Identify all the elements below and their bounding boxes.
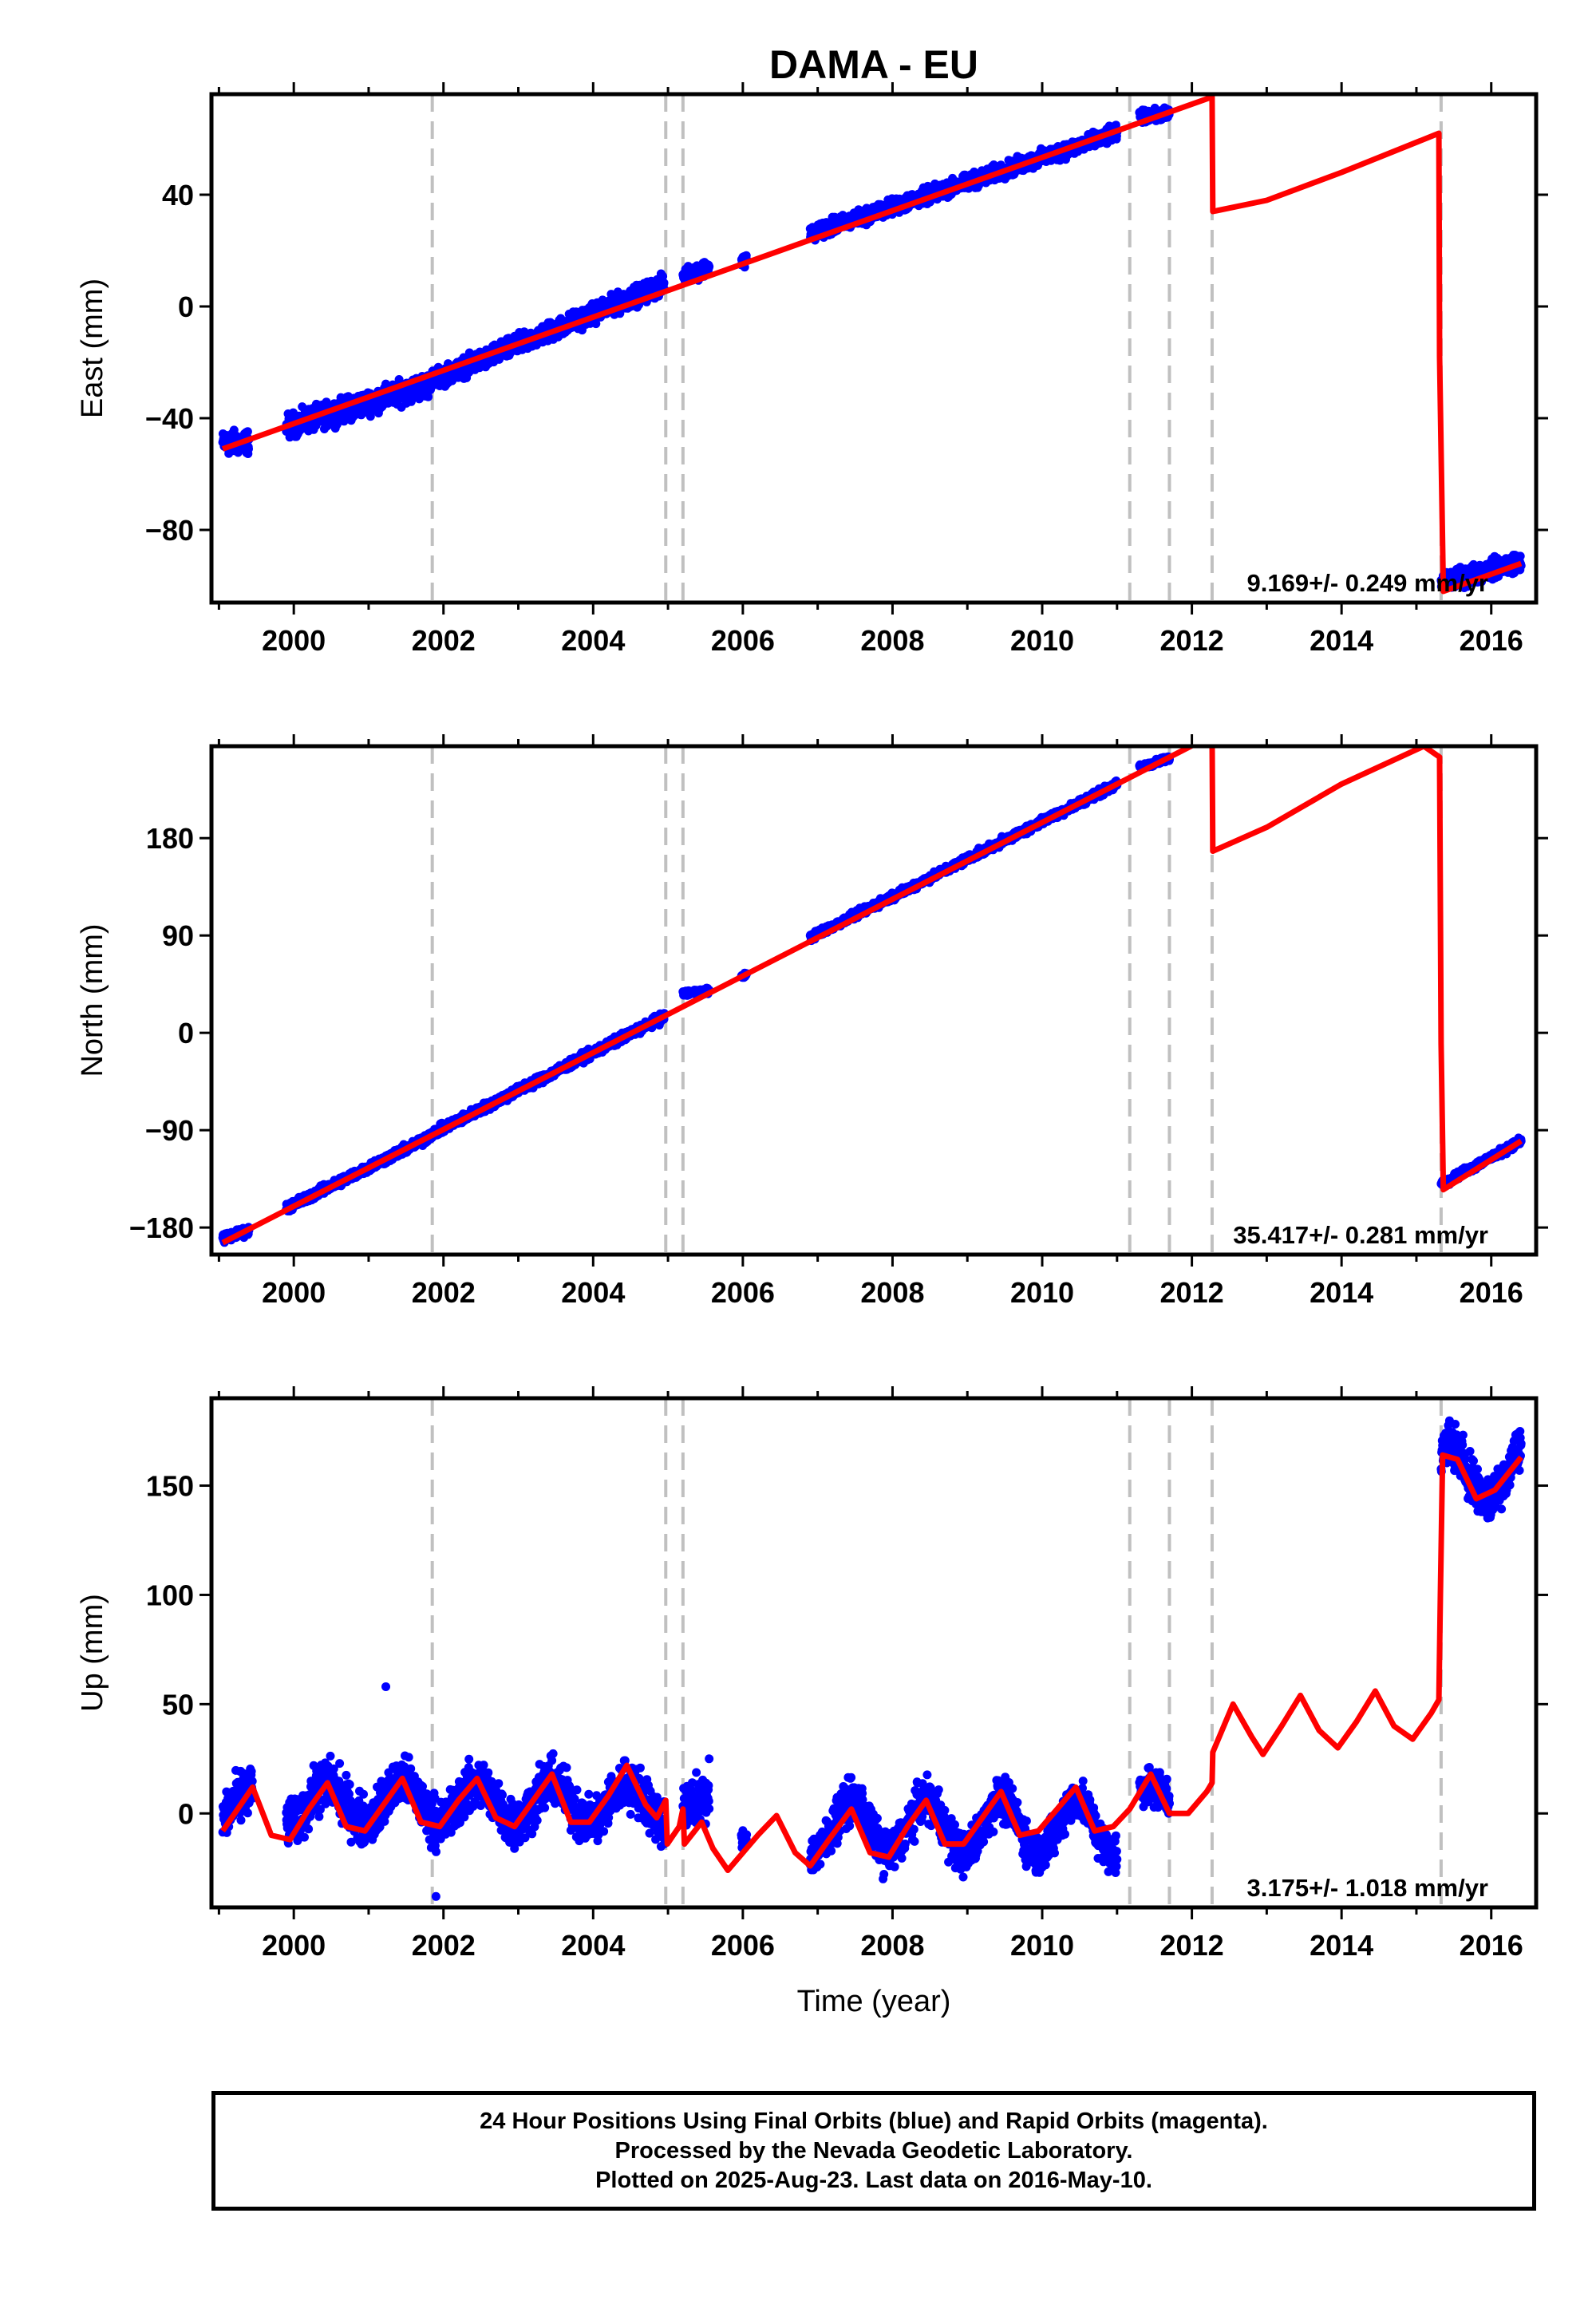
x-tick-label: 2004	[561, 624, 625, 657]
data-point	[658, 271, 668, 281]
data-point	[1515, 551, 1525, 561]
panel-1: 2000 2002 2004 2006 2008 2010 2012 2014 2016 40 0 −…	[76, 82, 1548, 657]
x-tick-label: 2008	[860, 624, 924, 657]
data-point	[424, 392, 433, 401]
x-tick-label: 2010	[1010, 624, 1074, 657]
y-tick-label: −40	[145, 402, 194, 435]
velocity-label: 9.169+/- 0.249 mm/yr	[1247, 569, 1488, 597]
panels-group: 2000 2002 2004 2006 2008 2010 2012 2014 2016 40 0 −…	[76, 82, 1548, 1962]
x-tick-label: 2012	[1160, 624, 1224, 657]
panel-frame	[209, 92, 1539, 605]
y-tick-label: 0	[178, 290, 194, 323]
y-tick-label: 40	[162, 179, 194, 211]
x-tick-label: 2002	[412, 624, 476, 657]
panel-2: 2000 2002 2004 2006 2008 2010 2012 2014 20161809…	[76, 734, 1548, 1309]
chart-title: DAMA - EU	[769, 42, 978, 87]
model-line	[221, 94, 1523, 595]
x-tick-label: 2006	[711, 624, 775, 657]
data-point	[705, 262, 714, 271]
y-tick-label: −80	[145, 514, 194, 547]
x-tick-label: 2000	[262, 624, 326, 657]
x-tick-label: 2014	[1310, 624, 1373, 657]
data-point	[243, 427, 252, 437]
data-point	[244, 445, 253, 453]
x-tick-label: 2016	[1460, 624, 1523, 657]
observation-points	[218, 752, 1526, 1247]
y-axis-label: East (mm)	[76, 279, 109, 418]
